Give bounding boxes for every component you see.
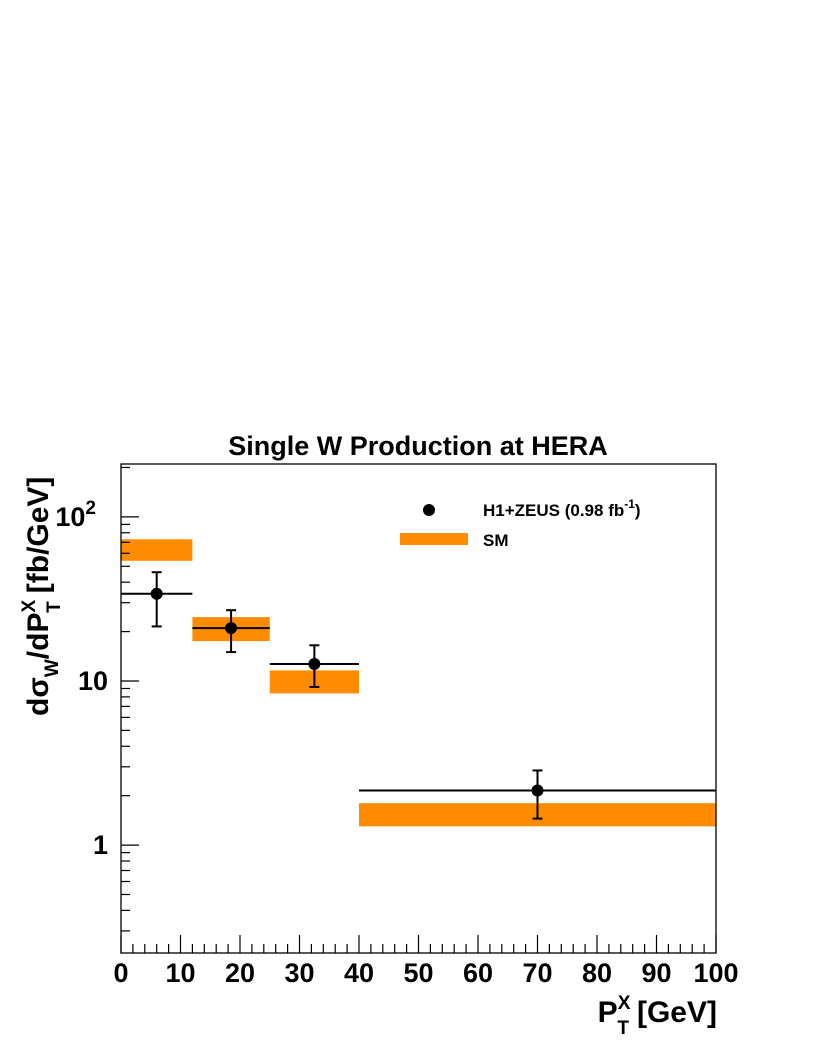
x-tick-label: 20: [225, 958, 255, 988]
y-tick-label: 10: [78, 666, 108, 696]
data-marker: [150, 587, 163, 600]
y-axis-label: dσW/dPX T[fb/GeV]: [19, 477, 65, 716]
x-tick-label: 30: [284, 958, 314, 988]
data-point: [192, 609, 270, 654]
chart-title: Single W Production at HERA: [228, 431, 608, 461]
legend-label-sm: SM: [483, 531, 509, 550]
x-tick-label: 90: [641, 958, 671, 988]
x-tick-label: 80: [582, 958, 612, 988]
legend: H1+ZEUS (0.98 fb-1) SM: [400, 497, 641, 550]
data-marker: [225, 622, 238, 635]
x-tick-label: 0: [113, 958, 128, 988]
y-tick-label: 1: [93, 830, 108, 860]
data-point: [121, 571, 193, 628]
sm-bands: [121, 539, 716, 827]
x-tick-label: 50: [403, 958, 433, 988]
data-points: [121, 571, 716, 820]
y-axis: 1 10 102: [55, 466, 139, 932]
sm-band: [121, 539, 193, 561]
x-axis-label: PX T [GeV]: [598, 993, 717, 1039]
legend-swatch-sm: [400, 533, 468, 545]
x-tick-label: 40: [344, 958, 374, 988]
x-axis: 0 10 20 30 40 50 60 70 80 90 100: [113, 935, 739, 988]
y-tick-label: 102: [55, 498, 96, 532]
legend-marker-h1zeus: [423, 504, 435, 516]
data-point: [359, 769, 716, 820]
data-marker: [531, 784, 544, 797]
x-tick-label: 60: [463, 958, 493, 988]
x-tick-label: 10: [165, 958, 195, 988]
x-tick-label: 100: [693, 958, 738, 988]
data-point: [269, 644, 359, 688]
data-marker: [308, 657, 321, 670]
x-tick-label: 70: [522, 958, 552, 988]
legend-label-h1zeus: H1+ZEUS (0.98 fb-1): [483, 497, 641, 520]
